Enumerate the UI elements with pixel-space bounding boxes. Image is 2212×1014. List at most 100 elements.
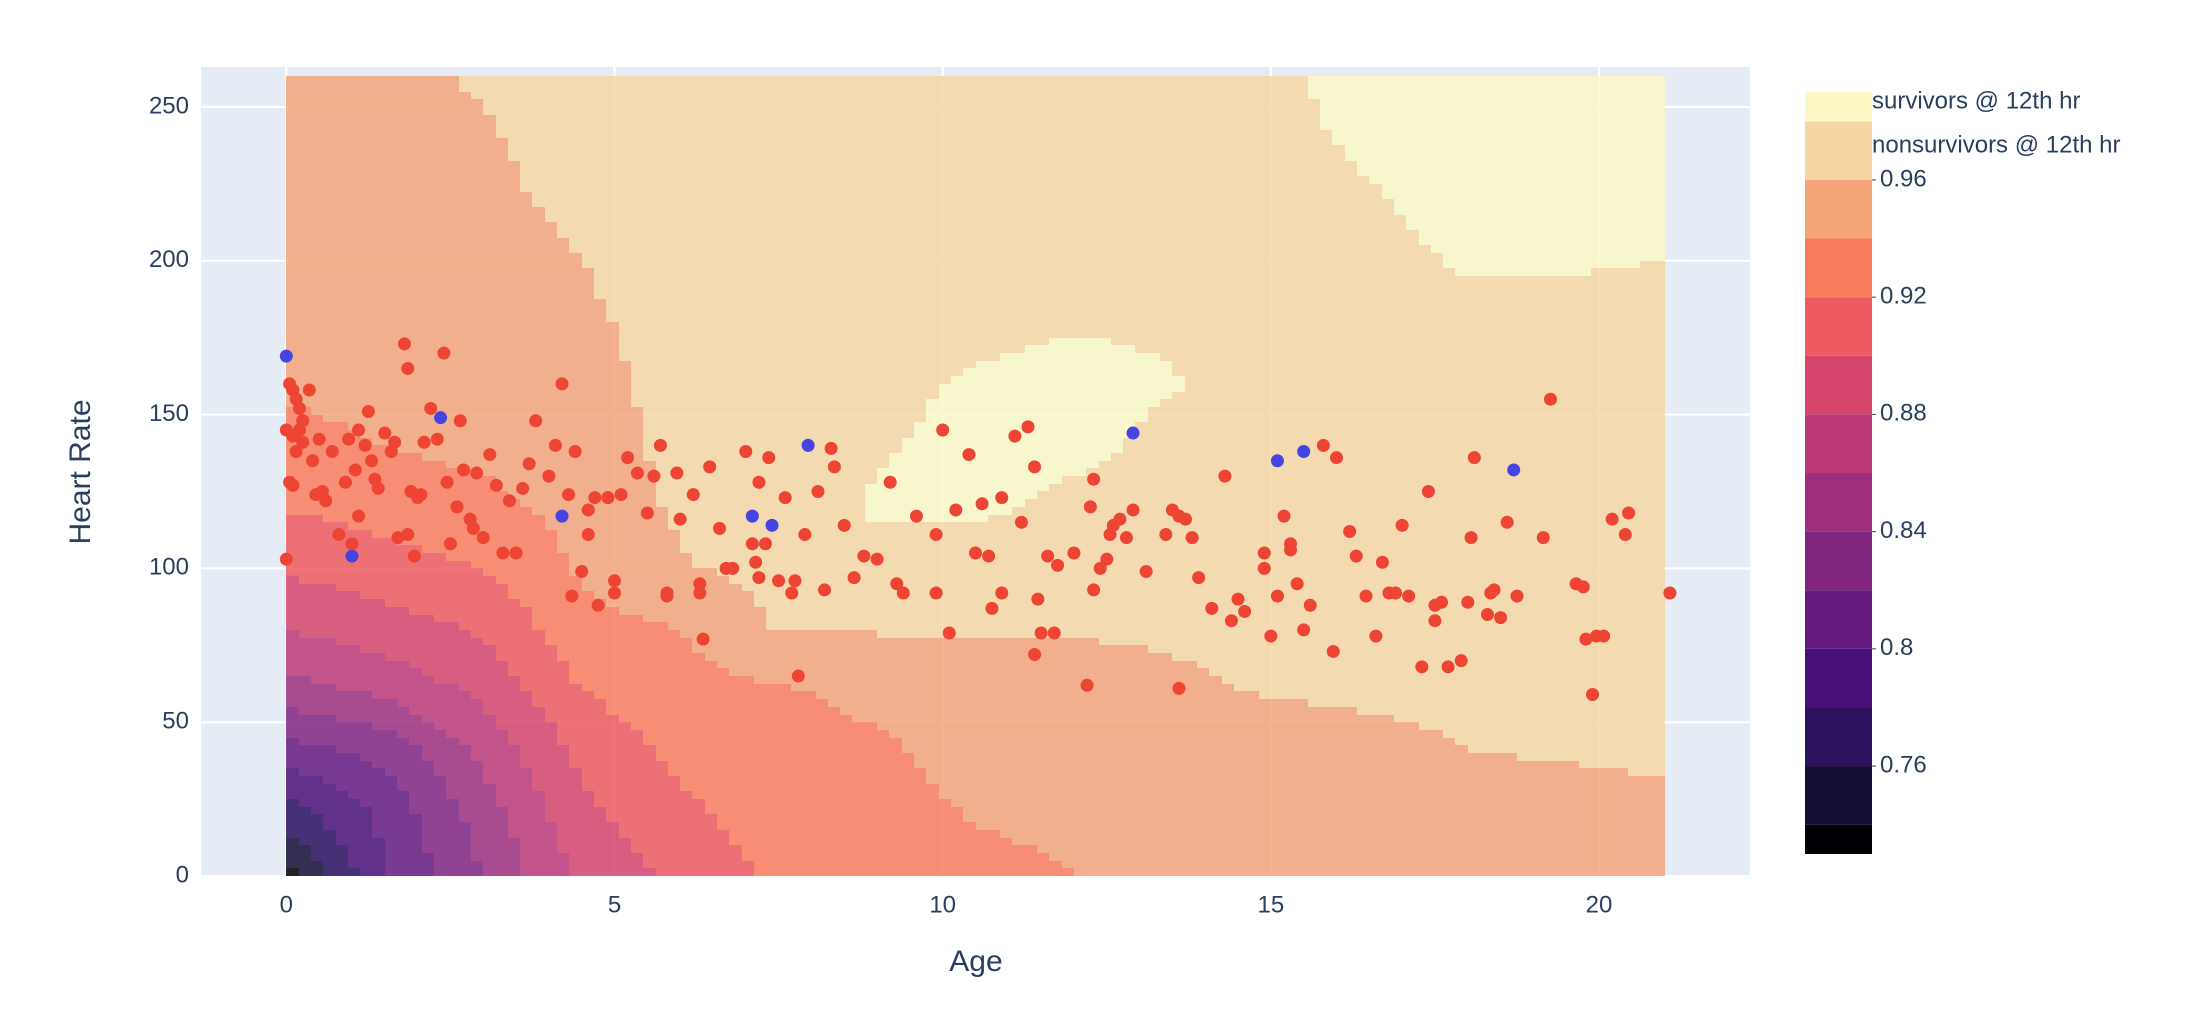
contour-cell [1025, 745, 1037, 753]
contour-cell [1394, 653, 1406, 661]
contour-cell [840, 607, 852, 615]
contour-cell [1517, 830, 1529, 838]
contour-cell [939, 814, 951, 822]
contour-cell [1295, 699, 1308, 707]
contour-cell [1505, 599, 1517, 607]
contour-cell [816, 730, 828, 738]
contour-cell [336, 745, 348, 753]
contour-cell [791, 868, 803, 876]
contour-cell [299, 845, 311, 853]
contour-cell [1222, 584, 1234, 591]
contour-cell [483, 738, 496, 745]
contour-cell [680, 768, 692, 776]
contour-cell [1123, 691, 1135, 699]
contour-cell [656, 799, 668, 807]
contour-cell [545, 515, 557, 522]
contour-cell [1431, 668, 1443, 676]
contour-cell [1554, 691, 1566, 699]
contour-cell [889, 722, 902, 730]
contour-cell [422, 507, 434, 515]
contour-cell [1591, 784, 1603, 791]
contour-cell [1037, 791, 1049, 799]
contour-cell [656, 822, 668, 830]
contour-cell [963, 653, 976, 661]
contour-cell [914, 576, 926, 584]
contour-cell [1492, 830, 1505, 838]
contour-cell [963, 661, 976, 668]
contour-cell [656, 791, 668, 799]
contour-cell [889, 530, 902, 538]
contour-cell [606, 814, 619, 822]
contour-cell [1000, 653, 1012, 661]
contour-cell [1468, 730, 1480, 738]
contour-cell [360, 676, 372, 684]
contour-cell [520, 745, 532, 753]
contour-cell [1062, 699, 1074, 707]
contour-cell [1332, 684, 1345, 691]
contour-cell [1012, 615, 1025, 622]
contour-cell [422, 707, 434, 715]
contour-cell [889, 761, 902, 768]
contour-cell [532, 738, 545, 745]
contour-cell [1382, 861, 1394, 868]
contour-cell [828, 561, 840, 568]
contour-cell [643, 668, 656, 676]
contour-cell [323, 745, 336, 753]
contour-cell [939, 645, 951, 653]
contour-cell [348, 668, 360, 676]
contour-cell [1345, 684, 1357, 691]
contour-cell [1012, 791, 1025, 799]
contour-cell [791, 861, 803, 868]
contour-cell [323, 622, 336, 630]
contour-cell [840, 653, 852, 661]
contour-cell [409, 861, 422, 868]
contour-cell [1308, 691, 1320, 699]
contour-cell [816, 638, 828, 645]
contour-cell [1259, 691, 1271, 699]
contour-cell [643, 838, 656, 845]
contour-cell [336, 684, 348, 691]
contour-cell [1012, 745, 1025, 753]
contour-cell [471, 868, 483, 876]
contour-cell [545, 545, 557, 553]
contour-cell [705, 591, 717, 599]
contour-cell [1480, 576, 1492, 584]
contour-cell [1394, 807, 1406, 814]
contour-cell [569, 653, 582, 661]
contour-cell [446, 730, 459, 738]
contour-cell [840, 691, 852, 699]
contour-cell [1320, 830, 1332, 838]
contour-cell [1419, 761, 1431, 768]
contour-cell [656, 838, 668, 845]
contour-cell [963, 545, 976, 553]
contour-cell [631, 661, 643, 668]
contour-cell [1099, 599, 1111, 607]
contour-cell [1271, 838, 1283, 845]
contour-cell [963, 791, 976, 799]
contour-cell [1505, 845, 1517, 853]
contour-cell [877, 507, 889, 515]
contour-cell [459, 538, 471, 545]
contour-cell [606, 838, 619, 845]
contour-cell [594, 722, 606, 730]
contour-cell [1135, 822, 1148, 830]
contour-cell [1455, 776, 1468, 784]
contour-cell [1443, 707, 1455, 715]
contour-cell [1357, 676, 1369, 684]
contour-cell [1222, 707, 1234, 715]
contour-cell [397, 645, 409, 653]
contour-cell [1246, 630, 1259, 638]
contour-cell [1259, 676, 1271, 684]
contour-cell [951, 622, 963, 630]
contour-cell [1172, 715, 1185, 722]
contour-cell [1049, 830, 1062, 838]
contour-cell [1394, 676, 1406, 684]
contour-cell [766, 861, 779, 868]
contour-cell [1345, 768, 1357, 776]
contour-cell [409, 668, 422, 676]
contour-cell [619, 838, 631, 845]
contour-cell [459, 684, 471, 691]
contour-cell [348, 522, 360, 530]
contour-cell [1615, 668, 1628, 676]
contour-cell [348, 784, 360, 791]
